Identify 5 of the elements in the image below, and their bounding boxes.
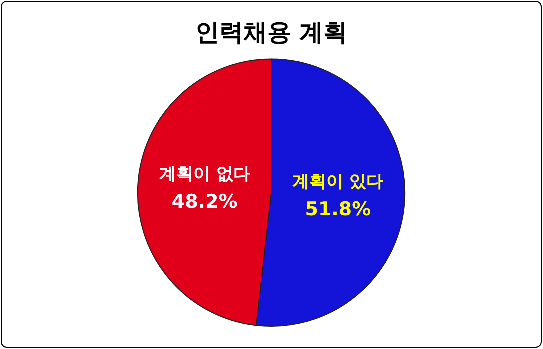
data-label: 51.8% xyxy=(305,198,372,221)
chart-title: 인력채용 계획 xyxy=(195,18,348,47)
data-label: 48.2% xyxy=(172,191,238,214)
slice-label: 계획이 있다 xyxy=(292,172,384,192)
slice-label: 계획이 없다 xyxy=(159,164,250,185)
